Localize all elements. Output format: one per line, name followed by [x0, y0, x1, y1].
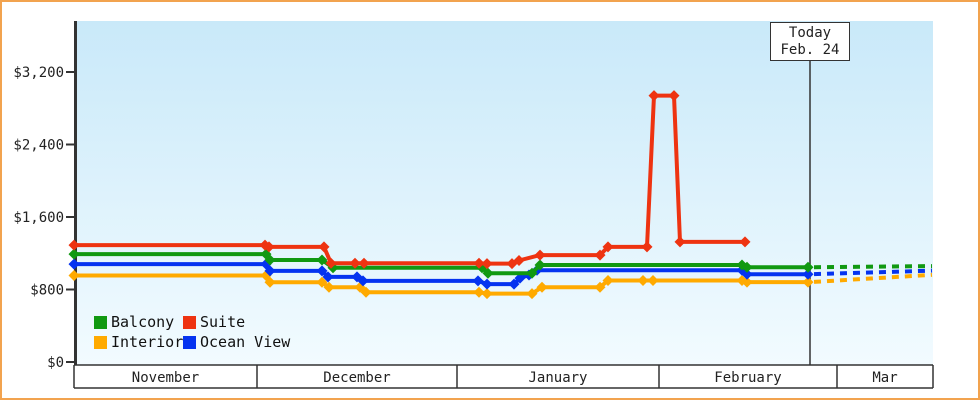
data-point-marker: [349, 257, 361, 269]
data-point-marker: [668, 90, 680, 102]
data-point-marker: [264, 265, 276, 277]
data-point-marker: [674, 236, 686, 248]
today-label: Today: [788, 24, 832, 41]
series-projection-interior: [813, 272, 933, 284]
interior-color-swatch: [94, 335, 107, 349]
data-point-marker: [360, 286, 372, 298]
data-point-marker: [316, 254, 328, 266]
y-tick-label: $0: [47, 355, 64, 371]
data-point-marker: [534, 249, 546, 261]
data-point-marker: [641, 241, 653, 253]
series-markers-balcony: [68, 248, 814, 279]
data-point-marker: [739, 236, 751, 248]
today-marker-box: Today Feb. 24: [770, 22, 850, 61]
data-point-marker: [513, 255, 525, 266]
data-point-marker: [322, 271, 334, 283]
data-point-marker: [602, 274, 614, 286]
legend-item-balcony: Balcony: [94, 312, 183, 332]
plot-background: [76, 21, 933, 365]
data-point-marker: [263, 241, 275, 253]
data-point-marker: [323, 281, 335, 293]
data-point-marker: [802, 276, 814, 288]
data-point-marker: [68, 248, 80, 260]
data-point-marker: [741, 268, 753, 280]
data-point-marker: [802, 268, 814, 280]
data-point-marker: [647, 274, 659, 286]
data-point-marker: [264, 276, 276, 288]
month-label: February: [714, 370, 781, 386]
data-point-marker: [264, 254, 276, 266]
series-projection-ocean-view: [813, 268, 933, 277]
month-label: Mar: [872, 370, 897, 386]
series-line-ocean-view: [74, 262, 808, 287]
data-point-marker: [594, 249, 606, 261]
y-tick-label: $2,400: [13, 138, 64, 154]
data-point-marker: [473, 257, 485, 269]
data-point-marker: [481, 288, 493, 300]
data-point-marker: [481, 258, 493, 270]
data-point-marker: [602, 241, 614, 253]
legend-label-ocean-view: Ocean View: [200, 333, 291, 351]
y-axis-line: [74, 21, 77, 365]
data-point-marker: [481, 278, 493, 290]
data-point-marker: [802, 261, 814, 273]
series-line-interior: [74, 273, 808, 296]
data-point-marker: [473, 286, 485, 298]
data-point-marker: [741, 261, 753, 273]
data-point-marker: [68, 269, 80, 281]
legend-item-suite: Suite: [183, 312, 290, 332]
balcony-color-swatch: [94, 315, 107, 329]
y-tick-label: $3,200: [13, 65, 64, 81]
legend-item-ocean-view: Ocean View: [183, 332, 290, 352]
data-point-marker: [741, 276, 753, 288]
month-label: November: [132, 370, 199, 386]
y-tick-label: $1,600: [13, 210, 64, 226]
data-point-marker: [534, 259, 546, 271]
legend-label-interior: Interior: [111, 333, 184, 351]
today-date: Feb. 24: [780, 41, 840, 58]
suite-color-swatch: [183, 315, 196, 329]
data-point-marker: [536, 281, 548, 293]
series-projection-balcony: [813, 264, 933, 270]
data-point-marker: [68, 258, 80, 270]
data-point-marker: [508, 278, 520, 290]
data-point-marker: [68, 239, 80, 251]
data-point-marker: [637, 274, 649, 286]
month-label: January: [528, 370, 587, 386]
data-point-marker: [482, 267, 494, 279]
month-label: December: [323, 370, 390, 386]
legend: Balcony Suite Interior Ocean View: [94, 312, 290, 352]
data-point-marker: [594, 281, 606, 293]
data-point-marker: [318, 241, 330, 253]
y-tick-label: $800: [30, 283, 64, 299]
data-point-marker: [316, 276, 328, 288]
data-point-marker: [472, 275, 484, 287]
data-point-marker: [316, 265, 328, 277]
data-point-marker: [358, 257, 370, 269]
ocean-view-color-swatch: [183, 335, 196, 349]
data-point-marker: [357, 275, 369, 287]
legend-label-suite: Suite: [200, 313, 246, 331]
data-point-marker: [648, 90, 660, 102]
data-point-marker: [526, 267, 538, 279]
data-point-marker: [526, 288, 538, 300]
legend-item-interior: Interior: [94, 332, 183, 352]
data-point-marker: [325, 257, 337, 269]
series-markers-suite: [68, 90, 751, 270]
legend-label-balcony: Balcony: [111, 313, 175, 331]
data-point-marker: [514, 272, 526, 284]
